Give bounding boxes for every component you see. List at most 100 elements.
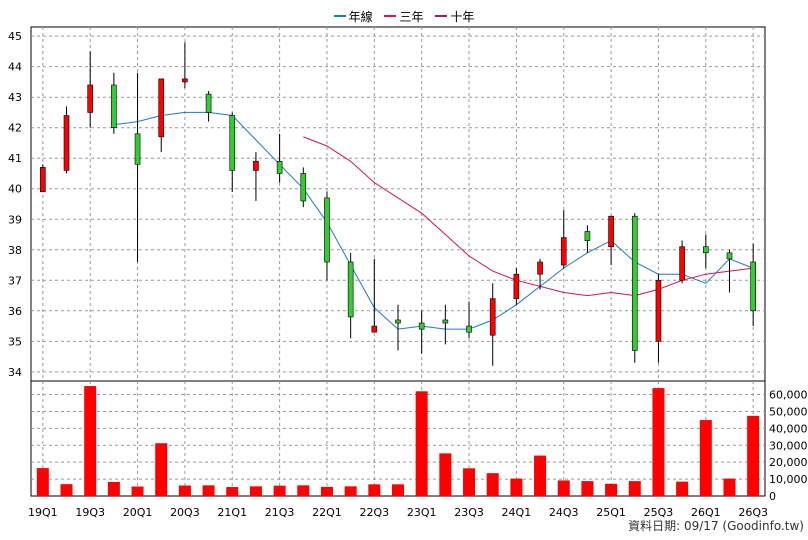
volume-bar bbox=[534, 455, 547, 496]
volume-bar bbox=[415, 391, 428, 496]
price-tick-label: 40 bbox=[8, 183, 22, 196]
volume-bar bbox=[699, 420, 712, 496]
price-tick-label: 38 bbox=[8, 244, 22, 257]
volume-tick-label: 10,000 bbox=[769, 473, 808, 486]
candle-body bbox=[750, 261, 756, 312]
candle-body bbox=[347, 261, 354, 318]
candle-body bbox=[608, 215, 614, 248]
price-tick-label: 43 bbox=[8, 91, 22, 104]
x-tick-label: 22Q3 bbox=[359, 506, 389, 519]
x-tick-label: 26Q1 bbox=[691, 506, 721, 519]
candle-body bbox=[513, 273, 520, 299]
candle-body bbox=[324, 197, 330, 263]
chart-legend: 年線 三年 十年 bbox=[0, 6, 808, 25]
candle-body bbox=[63, 115, 70, 171]
candle-body bbox=[87, 84, 93, 113]
volume-bar bbox=[344, 486, 357, 496]
candle-body bbox=[703, 246, 709, 254]
volume-bar bbox=[131, 486, 144, 496]
volume-tick-label: 0 bbox=[769, 490, 776, 503]
volume-bar bbox=[320, 486, 333, 496]
price-tick-label: 37 bbox=[8, 274, 22, 287]
volume-bar bbox=[249, 486, 262, 496]
x-tick-label: 21Q1 bbox=[217, 506, 247, 519]
x-tick-label: 26Q3 bbox=[738, 506, 768, 519]
volume-bar bbox=[676, 481, 689, 496]
volume-bar bbox=[107, 481, 120, 496]
candle-body bbox=[489, 298, 496, 336]
volume-bar bbox=[273, 485, 286, 496]
legend-label-ten-year: 十年 bbox=[450, 9, 475, 24]
x-tick-label: 20Q1 bbox=[123, 506, 153, 519]
volume-bar bbox=[84, 386, 97, 496]
ma-line bbox=[303, 136, 754, 297]
volume-bar bbox=[652, 388, 665, 496]
volume-bar bbox=[581, 481, 594, 496]
candle-body bbox=[134, 133, 141, 165]
volume-bar bbox=[368, 484, 381, 496]
candle-body bbox=[584, 231, 591, 241]
volume-bar bbox=[202, 485, 215, 496]
price-tick-label: 35 bbox=[8, 335, 22, 348]
data-date-footer: 資料日期: 09/17 (Goodinfo.tw) bbox=[628, 519, 804, 533]
candle-body bbox=[395, 319, 401, 324]
x-tick-label: 24Q1 bbox=[502, 506, 532, 519]
x-tick-label: 24Q3 bbox=[549, 506, 579, 519]
volume-bar bbox=[60, 484, 73, 496]
candle-body bbox=[182, 78, 188, 83]
volume-bar bbox=[155, 443, 168, 496]
price-tick-label: 39 bbox=[8, 213, 22, 226]
volume-bar bbox=[723, 478, 736, 496]
candle-body bbox=[655, 279, 662, 342]
price-tick-label: 41 bbox=[8, 152, 22, 165]
candle-body bbox=[560, 237, 567, 266]
candle-body bbox=[276, 160, 283, 174]
x-tick-label: 19Q1 bbox=[28, 506, 58, 519]
x-tick-label: 25Q1 bbox=[596, 506, 626, 519]
x-tick-label: 25Q3 bbox=[644, 506, 674, 519]
x-tick-label: 21Q3 bbox=[265, 506, 295, 519]
candle-body bbox=[466, 325, 472, 333]
volume-tick-label: 30,000 bbox=[769, 439, 808, 452]
volume-tick-label: 60,000 bbox=[769, 389, 808, 402]
volume-bar bbox=[392, 484, 404, 496]
candle-body bbox=[537, 261, 543, 275]
candle-body bbox=[418, 322, 425, 330]
volume-bar bbox=[747, 415, 760, 496]
price-tick-label: 36 bbox=[8, 305, 22, 318]
volume-tick-label: 40,000 bbox=[769, 422, 808, 435]
volume-panel-frame bbox=[30, 380, 766, 497]
price-tick-label: 34 bbox=[8, 366, 22, 379]
volume-tick-label: 20,000 bbox=[769, 456, 808, 469]
legend-label-year-line: 年線 bbox=[348, 9, 373, 24]
volume-bar bbox=[439, 453, 452, 496]
legend-item-ten-year: 十年 bbox=[435, 8, 474, 25]
candle-body bbox=[205, 93, 212, 113]
candle-body bbox=[300, 173, 307, 202]
legend-swatch-year-line bbox=[333, 15, 346, 17]
legend-swatch-three-year bbox=[384, 15, 397, 17]
price-tick-label: 44 bbox=[8, 61, 22, 74]
volume-tick-label: 50,000 bbox=[769, 405, 808, 418]
candle-body bbox=[40, 167, 46, 193]
candle-body bbox=[229, 115, 236, 171]
legend-label-three-year: 三年 bbox=[399, 9, 424, 24]
ma-line bbox=[113, 111, 754, 330]
volume-bar bbox=[297, 485, 310, 496]
x-tick-label: 23Q3 bbox=[454, 506, 484, 519]
candle-body bbox=[158, 78, 165, 138]
candle-body bbox=[371, 325, 378, 333]
x-tick-label: 22Q1 bbox=[312, 506, 342, 519]
candle-body bbox=[111, 84, 117, 129]
legend-item-three-year: 三年 bbox=[384, 8, 424, 25]
volume-bar bbox=[226, 487, 239, 496]
volume-bar bbox=[605, 483, 618, 496]
x-tick-label: 23Q1 bbox=[407, 506, 437, 519]
x-tick-label: 20Q3 bbox=[170, 506, 200, 519]
volume-bar bbox=[628, 481, 641, 496]
volume-bar bbox=[178, 485, 191, 496]
x-tick-label: 19Q3 bbox=[75, 506, 105, 519]
volume-bar bbox=[510, 478, 523, 496]
legend-item-year-line: 年線 bbox=[333, 8, 373, 25]
